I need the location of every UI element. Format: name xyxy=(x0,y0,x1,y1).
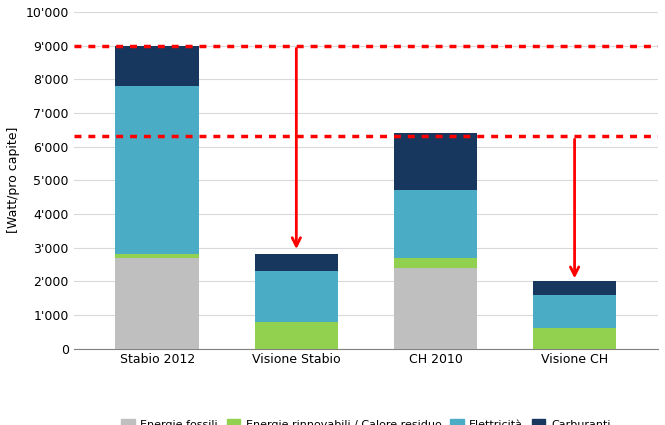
Bar xyxy=(533,328,616,348)
Y-axis label: [Watt/pro capite]: [Watt/pro capite] xyxy=(7,127,20,233)
Bar xyxy=(394,190,477,258)
Bar xyxy=(394,133,477,190)
Bar xyxy=(116,45,199,86)
Bar xyxy=(116,254,199,258)
Bar xyxy=(394,268,477,348)
Bar xyxy=(255,254,338,271)
Bar xyxy=(533,281,616,295)
Bar xyxy=(255,271,338,322)
Bar xyxy=(394,258,477,268)
Bar xyxy=(255,322,338,348)
Legend: Energie fossili, Energie rinnovabili / Calore residuo, Elettricità, Carburanti: Energie fossili, Energie rinnovabili / C… xyxy=(117,415,615,425)
Bar xyxy=(116,86,199,254)
Bar xyxy=(116,258,199,348)
Bar xyxy=(533,295,616,328)
